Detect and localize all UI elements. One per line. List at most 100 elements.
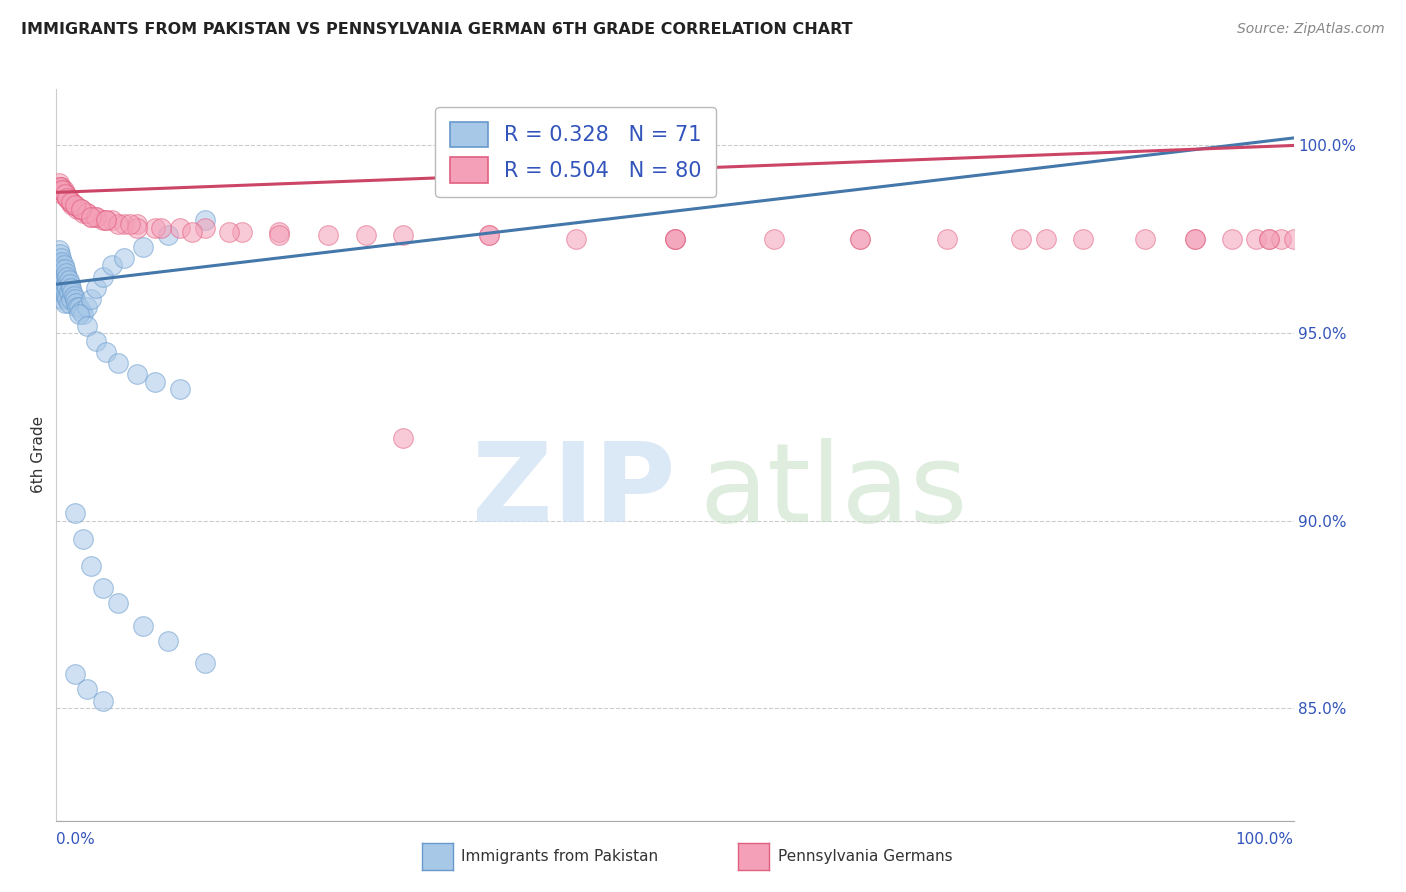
Text: atlas: atlas [700,438,969,545]
Point [63,667,86,681]
Point [63,506,86,520]
Point [55,187,77,202]
Text: Source: ZipAtlas.com: Source: ZipAtlas.com [1237,22,1385,37]
Point [60,285,83,299]
Point [60,194,83,209]
Point [51,273,73,287]
Point [132,618,155,632]
Point [120,217,142,231]
Point [53,262,76,277]
Point [1270,232,1292,246]
Point [478,228,501,243]
Point [52,184,75,198]
Point [125,217,148,231]
Point [49,247,72,261]
Point [51,251,73,265]
Point [52,269,75,284]
Point [52,281,75,295]
Point [66,300,89,314]
Point [55,266,77,280]
Point [51,254,73,268]
Point [107,217,129,231]
Point [53,273,76,287]
Point [84,210,107,224]
Point [194,656,217,670]
Point [391,431,413,445]
Point [63,198,86,212]
Point [51,281,73,295]
Point [49,184,72,198]
Point [51,292,73,306]
Point [84,281,107,295]
Point [112,217,135,231]
Point [1184,232,1206,246]
Point [60,194,83,209]
Point [67,300,90,314]
Point [49,273,72,287]
Point [169,221,191,235]
Point [664,232,686,246]
Point [56,292,79,306]
Text: 100.0%: 100.0% [1236,832,1294,847]
Point [60,194,83,209]
Point [62,288,84,302]
Point [53,296,76,310]
Text: Pennsylvania Germans: Pennsylvania Germans [778,849,952,863]
Point [936,232,959,246]
Point [267,228,290,243]
Point [49,179,72,194]
Point [112,251,135,265]
Point [58,296,80,310]
Y-axis label: 6th Grade: 6th Grade [31,417,46,493]
Point [478,228,501,243]
Point [1133,232,1156,246]
Point [58,285,80,299]
Point [70,202,93,217]
Point [107,596,129,610]
Point [849,232,872,246]
Point [72,533,94,547]
Point [63,292,86,306]
Point [58,273,80,287]
Point [91,213,114,227]
Point [84,334,107,348]
Point [1071,232,1094,246]
Point [60,292,83,306]
Point [56,191,79,205]
Point [94,213,117,227]
Point [66,202,89,217]
Point [60,281,83,295]
Text: ZIP: ZIP [471,438,675,545]
Point [354,228,377,243]
Point [762,232,785,246]
Point [58,191,80,205]
Point [63,198,86,212]
Point [65,296,87,310]
Point [67,307,90,321]
Point [56,191,79,205]
Point [49,285,72,299]
Text: 0.0%: 0.0% [56,832,96,847]
Point [53,187,76,202]
Point [76,682,98,697]
Point [76,206,98,220]
Point [267,225,290,239]
Point [72,307,94,321]
Point [48,176,70,190]
Point [91,269,114,284]
Point [49,266,72,280]
Point [150,221,173,235]
Text: Immigrants from Pakistan: Immigrants from Pakistan [461,849,658,863]
Point [51,184,73,198]
Point [80,292,103,306]
Point [51,269,73,284]
Point [49,179,72,194]
Point [53,187,76,202]
Point [1220,232,1243,246]
Point [181,225,204,239]
Point [125,221,148,235]
Point [1010,232,1032,246]
Point [156,633,179,648]
Point [194,213,217,227]
Point [565,232,588,246]
